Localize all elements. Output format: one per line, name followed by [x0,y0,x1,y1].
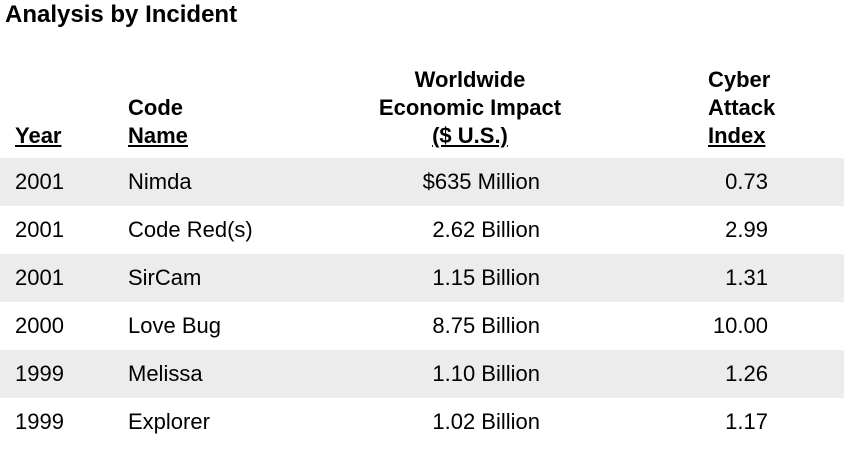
cell-year: 2001 [15,265,64,290]
cell-code-name: Explorer [128,409,210,434]
cell-code-name: SirCam [128,265,202,290]
header-index-line3: Index [708,123,766,148]
header-code-name-line1: Code [128,95,183,120]
cell-index: 2.99 [725,217,768,242]
cell-impact: 1.02 Billion [432,409,540,434]
header-code-name: Code Name [128,94,188,150]
header-impact-line1: Worldwide [414,67,526,92]
table-row: 2001 SirCam 1.15 Billion 1.31 [0,254,844,302]
cell-index: 1.26 [725,361,768,386]
table-row: 2001 Code Red(s) 2.62 Billion 2.99 [0,206,844,254]
page-title: Analysis by Incident [5,1,238,28]
cell-index: 1.17 [725,409,768,434]
header-impact-line2: Economic Impact [378,95,562,120]
cell-impact: 8.75 Billion [432,313,540,338]
header-year-label: Year [15,123,62,148]
cell-index: 10.00 [712,313,768,338]
header-economic-impact: Worldwide Economic Impact ($ U.S.) [360,66,580,150]
cell-year: 2001 [15,169,64,194]
header-impact-line3: ($ U.S.) [432,123,508,148]
cell-impact: $635 Million [422,169,540,194]
table-row: 2000 Love Bug 8.75 Billion 10.00 [0,302,844,350]
table-row: 2001 Nimda $635 Million 0.73 [0,158,844,206]
cell-index: 0.73 [725,169,768,194]
cell-year: 1999 [15,409,64,434]
cell-impact: 1.15 Billion [432,265,540,290]
cell-code-name: Code Red(s) [128,217,253,242]
cell-year: 2001 [15,217,64,242]
table-row: 1999 Explorer 1.02 Billion 1.17 [0,398,844,446]
header-code-name-line2: Name [128,123,188,148]
cell-year: 1999 [15,361,64,386]
table-header: Year Code Name Worldwide Economic Impact… [0,62,849,156]
table-row: 1999 Melissa 1.10 Billion 1.26 [0,350,844,398]
cell-code-name: Nimda [128,169,192,194]
cell-impact: 1.10 Billion [432,361,540,386]
header-year: Year [15,122,62,150]
cell-code-name: Love Bug [128,313,221,338]
header-cyber-attack-index: Cyber Attack Index [708,66,775,150]
cell-year: 2000 [15,313,64,338]
cell-code-name: Melissa [128,361,203,386]
cell-impact: 2.62 Billion [432,217,540,242]
header-index-line2: Attack [708,95,776,120]
header-index-line1: Cyber [708,67,771,92]
cell-index: 1.31 [725,265,768,290]
